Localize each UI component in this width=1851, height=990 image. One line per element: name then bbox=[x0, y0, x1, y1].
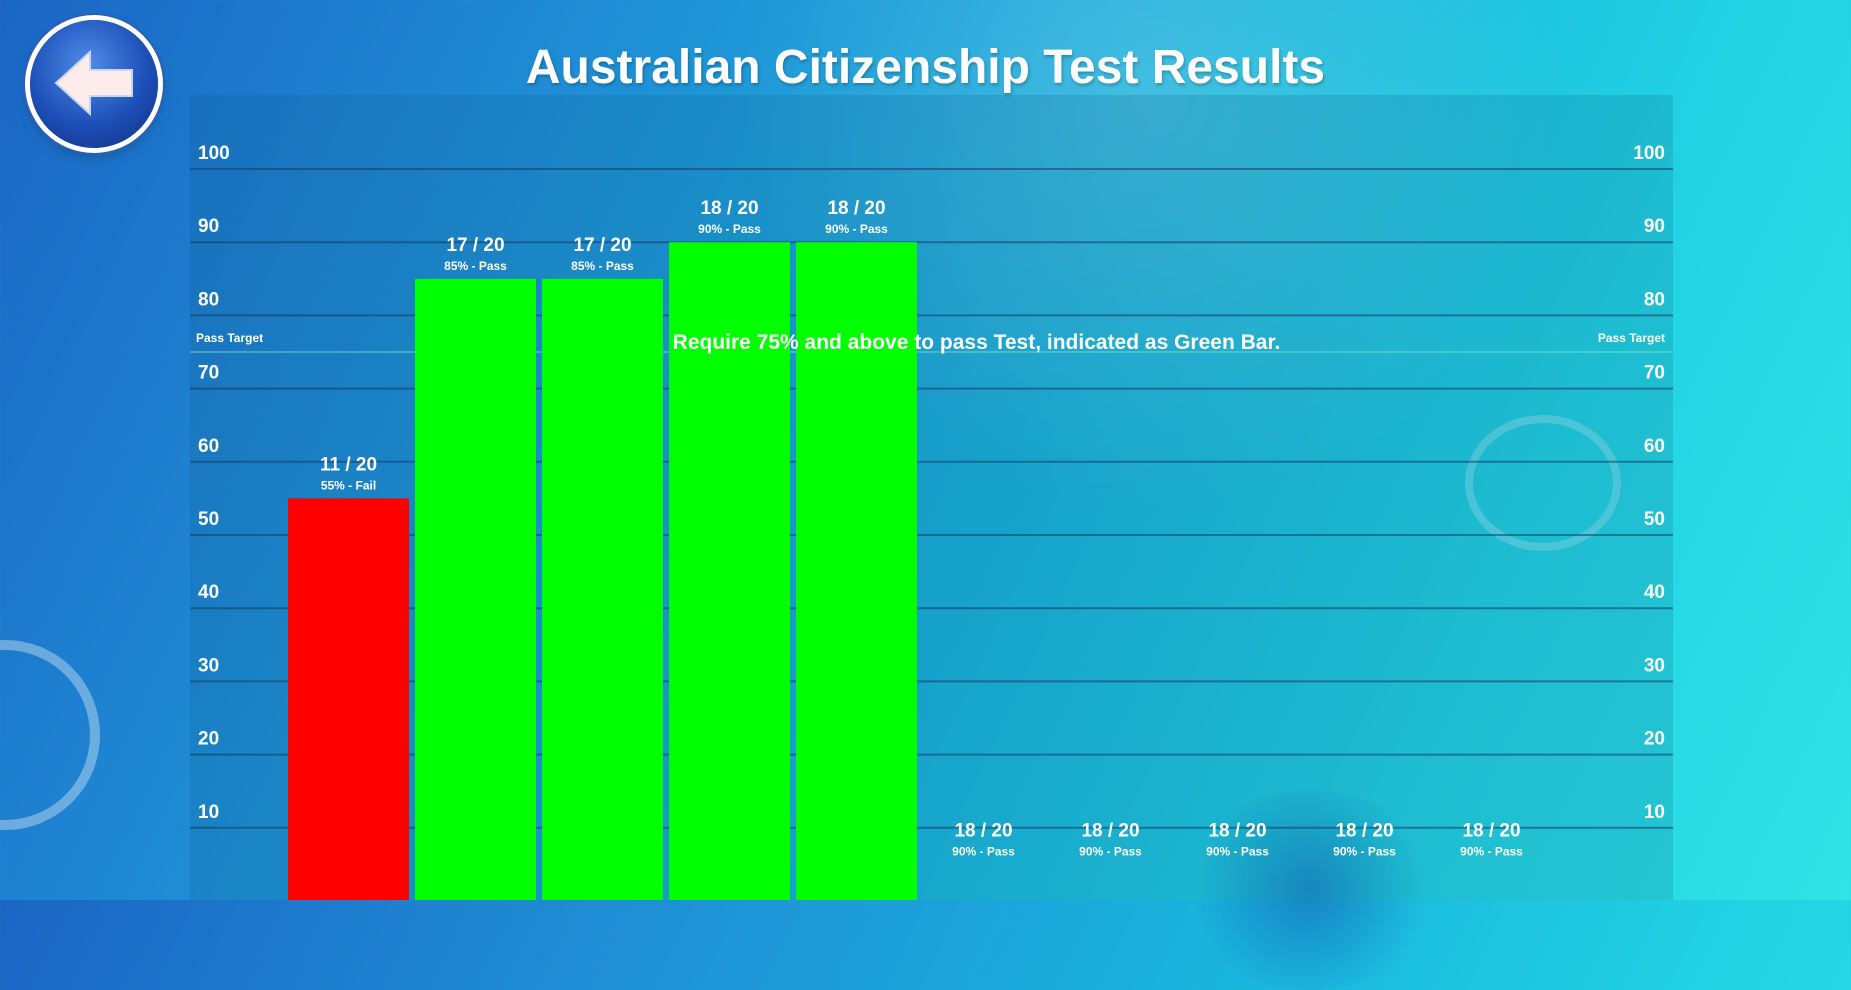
bar-result-label: 90% - Pass bbox=[1460, 844, 1523, 858]
bar-score-label: 18 / 20 bbox=[1335, 820, 1393, 841]
bar-result-label: 90% - Pass bbox=[698, 222, 761, 236]
y-tick-label-right: 30 bbox=[1644, 655, 1665, 676]
result-bar bbox=[796, 242, 917, 900]
back-button[interactable] bbox=[30, 20, 158, 148]
y-tick-label-left: 90 bbox=[198, 216, 219, 237]
y-tick-label-left: 70 bbox=[198, 363, 219, 384]
pass-target-label-right: Pass Target bbox=[1598, 331, 1665, 345]
bar-result-label: 90% - Pass bbox=[952, 844, 1015, 858]
y-tick-label-left: 10 bbox=[198, 802, 219, 823]
bar-result-label: 85% - Pass bbox=[571, 259, 634, 273]
bar-score-label: 17 / 20 bbox=[446, 235, 504, 256]
y-tick-label-left: 100 bbox=[198, 143, 230, 164]
bar-result-label: 90% - Pass bbox=[1079, 844, 1142, 858]
bar-result-label: 90% - Pass bbox=[1333, 844, 1396, 858]
y-tick-label-right: 70 bbox=[1644, 363, 1665, 384]
results-chart: 100 100 90 90 80 80 70 70 60 60 50 50 40 40 30 30 20 20 10… bbox=[190, 143, 1673, 900]
bar-score-label: 18 / 20 bbox=[700, 198, 758, 219]
bar-score-label: 11 / 20 bbox=[320, 454, 377, 475]
result-bar bbox=[288, 498, 409, 900]
result-bar bbox=[415, 278, 536, 900]
y-tick-label-left: 50 bbox=[198, 509, 219, 530]
bar-result-label: 85% - Pass bbox=[444, 259, 507, 273]
bar-score-label: 18 / 20 bbox=[1462, 820, 1520, 841]
y-tick-label-right: 90 bbox=[1644, 216, 1665, 237]
y-tick-label-right: 60 bbox=[1644, 436, 1665, 457]
y-tick-label-right: 100 bbox=[1633, 143, 1665, 164]
bar-score-label: 17 / 20 bbox=[573, 235, 631, 256]
y-tick-label-right: 20 bbox=[1644, 729, 1665, 750]
bar-result-label: 55% - Fail bbox=[321, 478, 376, 492]
page-title: Australian Citizenship Test Results bbox=[525, 41, 1326, 94]
bar-result-label: 90% - Pass bbox=[825, 222, 888, 236]
y-tick-label-right: 80 bbox=[1644, 289, 1665, 310]
bar-score-label: 18 / 20 bbox=[954, 820, 1012, 841]
bar-result-label: 90% - Pass bbox=[1206, 844, 1269, 858]
result-bar bbox=[542, 278, 663, 900]
bar-score-label: 18 / 20 bbox=[1081, 820, 1139, 841]
y-tick-label-left: 30 bbox=[198, 655, 219, 676]
bar-score-label: 18 / 20 bbox=[827, 198, 885, 219]
y-tick-label-left: 40 bbox=[198, 582, 219, 603]
y-tick-label-left: 60 bbox=[198, 436, 219, 457]
y-tick-label-left: 80 bbox=[198, 289, 219, 310]
pass-requirement-note: Require 75% and above to pass Test, indi… bbox=[672, 331, 1281, 354]
background-ring bbox=[0, 640, 100, 830]
left-arrow-icon bbox=[54, 49, 133, 117]
y-tick-label-right: 10 bbox=[1644, 802, 1665, 823]
pass-target-label-left: Pass Target bbox=[196, 331, 263, 345]
y-tick-label-right: 40 bbox=[1644, 582, 1665, 603]
y-tick-label-left: 20 bbox=[198, 729, 219, 750]
result-bar bbox=[669, 242, 790, 900]
bar-score-label: 18 / 20 bbox=[1208, 820, 1266, 841]
y-tick-label-right: 50 bbox=[1644, 509, 1665, 530]
chart-panel: 100 100 90 90 80 80 70 70 60 60 50 50 40 40 30 30 20 20 10… bbox=[190, 95, 1673, 900]
